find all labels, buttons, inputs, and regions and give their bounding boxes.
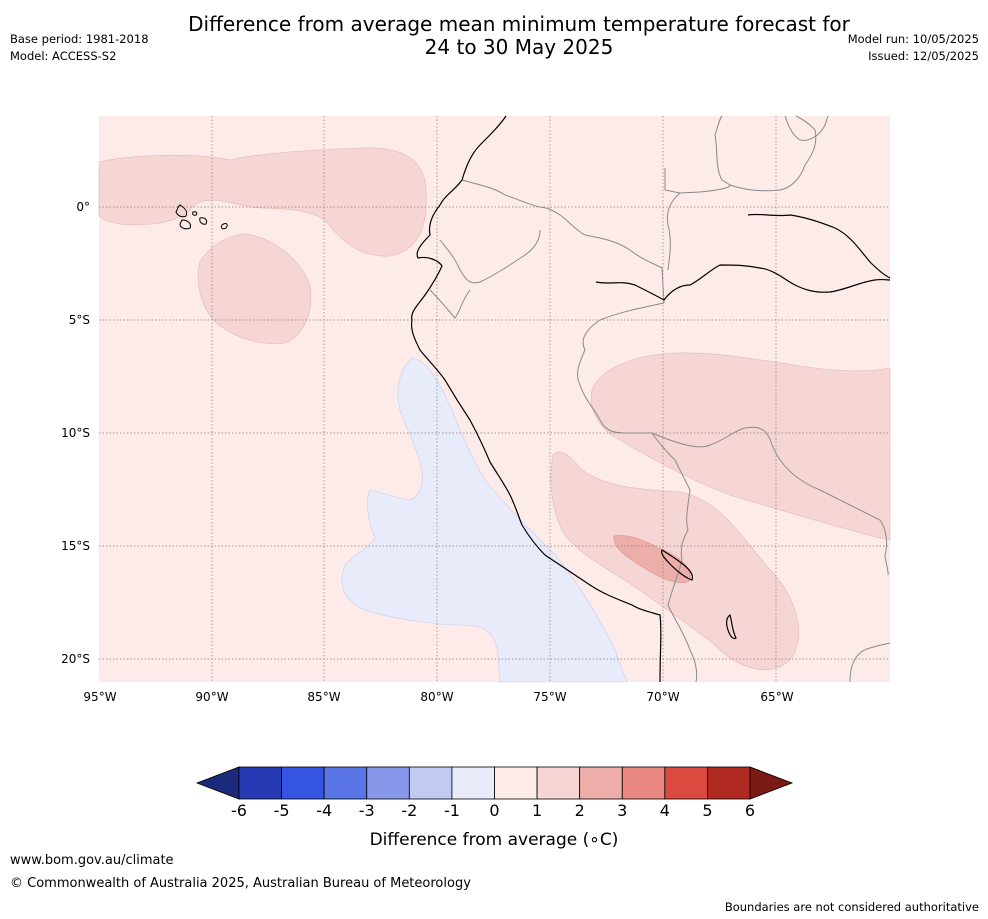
colorbar-tick-label: -3 (359, 801, 375, 820)
colorbar (195, 766, 794, 800)
base-period: Base period: 1981-2018 (10, 32, 149, 46)
border-colombia-venezuela (664, 115, 731, 194)
lon-axis-labels: 95°W 90°W 85°W 80°W 75°W 70°W 65°W (83, 690, 793, 704)
lon-label-75w: 75°W (533, 690, 566, 704)
footer-url: www.bom.gov.au/climate (10, 853, 174, 868)
border-ecuador-peru (439, 229, 541, 284)
colorbar-tick-label: 2 (575, 801, 585, 820)
border-paraguay (849, 642, 891, 683)
lat-label-15s: 15°S (61, 539, 90, 553)
anomaly-region-coastal-ocean (341, 357, 628, 683)
colorbar-tick-label: -6 (231, 801, 247, 820)
border-bolivia-chile (667, 559, 698, 683)
galapagos-islands (175, 204, 228, 230)
lake-poopo (726, 613, 737, 640)
colorbar-swatch (408, 766, 453, 800)
anomaly-region-amazon (590, 352, 891, 541)
lat-label-20s: 20°S (61, 652, 90, 666)
lake-titicaca (661, 549, 694, 581)
island-isabela (175, 204, 188, 218)
country-borders (429, 115, 891, 683)
river-amazon (595, 264, 891, 301)
border-colombia-ecuador-peru (461, 179, 665, 304)
footer-copyright: © Commonwealth of Australia 2025, Austra… (10, 876, 471, 891)
colorbar-extend-high (749, 766, 794, 800)
lon-label-95w: 95°W (83, 690, 116, 704)
colorbar-swatch (707, 766, 751, 800)
colorbar-tick-label: 6 (745, 801, 755, 820)
colorbar-tick-labels: -6 -5 -4 -3 -2 -1 0 1 2 3 4 5 6 (231, 801, 755, 820)
lon-label-90w: 90°W (195, 690, 228, 704)
river-rio-negro (747, 213, 891, 279)
border-brazil-north (666, 192, 681, 271)
colorbar-swatch (536, 766, 581, 800)
footer-note: Boundaries are not considered authoritat… (724, 900, 979, 914)
colorbar-swatch (323, 766, 368, 800)
title-line-1: Difference from average mean minimum tem… (188, 12, 850, 36)
colorbar-tick-label: -4 (316, 801, 332, 820)
model-name: Model: ACCESS-S2 (10, 49, 117, 63)
colorbar-swatch (238, 766, 282, 800)
colorbar-tick-label: 1 (532, 801, 542, 820)
model-run: Model run: 10/05/2025 (847, 32, 979, 46)
colorbar-tick-label: -1 (444, 801, 460, 820)
anomaly-region-north-pacific (98, 147, 427, 257)
border-guyana (784, 115, 829, 141)
colorbar-tick-label: 4 (660, 801, 670, 820)
border-ecuador-peru-south (429, 289, 471, 319)
meta-left: Base period: 1981-2018 Model: ACCESS-S2 (10, 32, 149, 66)
colorbar-extend-low (195, 766, 240, 800)
lat-label-10s: 10°S (61, 426, 90, 440)
lat-axis-labels: 0° 5°S 10°S 15°S 20°S (61, 200, 90, 666)
colorbar-swatch (621, 766, 666, 800)
lat-label-5s: 5°S (69, 313, 90, 327)
island-santa-cruz (199, 217, 208, 225)
island-isabela-south (179, 219, 191, 230)
colorbar-tick-label: -5 (274, 801, 290, 820)
title-line-2: 24 to 30 May 2025 (424, 35, 614, 59)
lon-label-85w: 85°W (307, 690, 340, 704)
border-bolivia-brazil (651, 426, 889, 576)
island-fernandina (192, 211, 198, 216)
coastline-pacific (410, 115, 662, 683)
colorbar-swatch (579, 766, 623, 800)
colorbar-tick-label: -2 (401, 801, 417, 820)
colorbar-swatch (664, 766, 708, 800)
colorbar-swatch (281, 766, 325, 800)
border-peru-colombia-south (577, 302, 691, 561)
graticule (99, 116, 890, 682)
colorbar-tick-label: 0 (489, 801, 499, 820)
colorbar-tick-label: 3 (617, 801, 627, 820)
lon-label-80w: 80°W (420, 690, 453, 704)
colorbar-swatch (451, 766, 495, 800)
border-venezuela-east (729, 115, 817, 192)
meta-right: Model run: 10/05/2025 Issued: 12/05/2025 (848, 32, 979, 66)
island-san-cristobal (220, 223, 228, 230)
anomaly-region-titicaca (613, 535, 691, 583)
lat-label-0: 0° (76, 200, 90, 214)
colorbar-tick-label: 5 (702, 801, 712, 820)
map-title: Difference from average mean minimum tem… (0, 13, 988, 59)
issued-date: Issued: 12/05/2025 (868, 49, 979, 63)
colorbar-swatch (366, 766, 410, 800)
lon-label-65w: 65°W (760, 690, 793, 704)
colorbar-label: Difference from average (∘C) (370, 830, 619, 850)
colorbar-swatch (494, 766, 538, 800)
anomaly-region-west-pacific (197, 233, 312, 344)
coastlines (410, 115, 891, 683)
lon-label-70w: 70°W (646, 690, 679, 704)
